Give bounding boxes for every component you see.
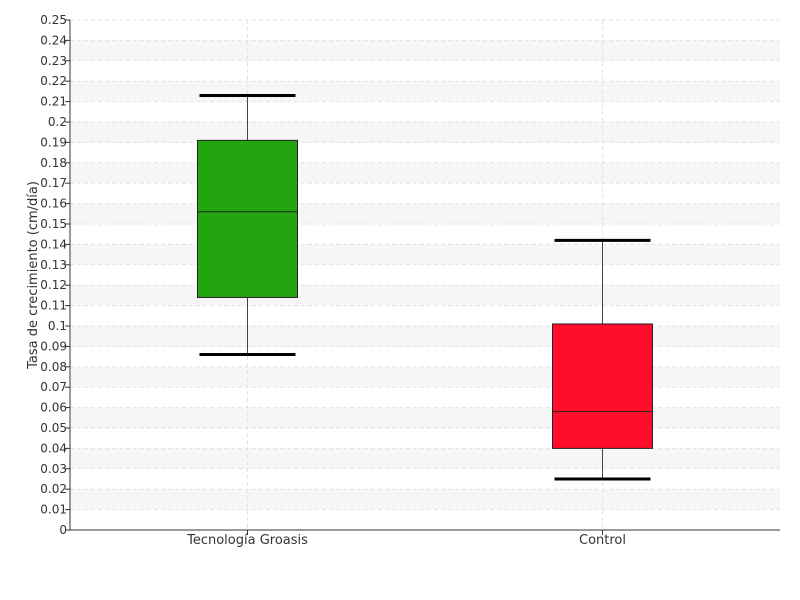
y-tick-label: 0.14 bbox=[40, 237, 67, 251]
y-tick-label: 0.09 bbox=[40, 339, 67, 353]
y-tick-label: 0.08 bbox=[40, 360, 67, 374]
y-tick-label: 0.25 bbox=[40, 13, 67, 27]
y-tick-label: 0.23 bbox=[40, 54, 67, 68]
grid-band bbox=[71, 203, 780, 224]
axes bbox=[69, 20, 780, 531]
grid-band bbox=[71, 285, 780, 306]
grid-band bbox=[71, 448, 780, 469]
x-tick-label: Control bbox=[579, 533, 626, 548]
y-tick-label: 0 bbox=[59, 523, 67, 537]
y-tick-label: 0.16 bbox=[40, 197, 67, 211]
grid-band bbox=[71, 407, 780, 428]
x-ticks: Tecnología Groasis Control bbox=[186, 530, 626, 548]
grid-band bbox=[71, 244, 780, 265]
y-tick-label: 0.04 bbox=[40, 441, 67, 455]
grid-band bbox=[71, 40, 780, 61]
y-tick-label: 0.17 bbox=[40, 176, 67, 190]
grid-band bbox=[71, 162, 780, 184]
y-tick-label: 0.07 bbox=[40, 380, 67, 394]
y-tick-label: 0.18 bbox=[40, 156, 67, 170]
y-tick-label: 0.01 bbox=[40, 503, 67, 517]
grid-band bbox=[71, 489, 780, 510]
y-tick-label: 0.03 bbox=[40, 462, 67, 476]
boxes bbox=[197, 93, 653, 481]
y-tick-label: 0.06 bbox=[40, 401, 67, 415]
y-tick-label: 0.13 bbox=[40, 258, 67, 272]
y-ticks: 0 0.01 0.02 0.03 0.04 0.05 0.06 0.07 0.08 0.09 0.1… bbox=[40, 13, 70, 537]
grid-band bbox=[71, 366, 780, 388]
y-tick-label: 0.12 bbox=[40, 278, 67, 292]
x-tick-label: Tecnología Groasis bbox=[186, 533, 308, 548]
y-tick-label: 0.11 bbox=[40, 299, 67, 313]
y-tick-label: 0.24 bbox=[40, 33, 67, 47]
box-iqr bbox=[197, 139, 298, 298]
grid-lines bbox=[70, 19, 780, 530]
y-tick-label: 0.21 bbox=[40, 95, 67, 109]
y-tick-label: 0.22 bbox=[40, 74, 67, 88]
y-tick-label: 0.2 bbox=[48, 115, 67, 129]
grid-band bbox=[71, 81, 780, 102]
y-axis-title: Tasa de crecimiento (cm/día) bbox=[26, 181, 41, 370]
y-tick-label: 0.05 bbox=[40, 421, 67, 435]
box-iqr bbox=[552, 323, 653, 449]
grid-band bbox=[71, 122, 780, 143]
grid-bands bbox=[71, 40, 780, 510]
grid-band bbox=[71, 326, 780, 347]
y-tick-label: 0.19 bbox=[40, 135, 67, 149]
y-tick-label: 0.02 bbox=[40, 482, 67, 496]
y-tick-label: 0.15 bbox=[40, 217, 67, 231]
y-tick-label: 0.1 bbox=[48, 319, 67, 333]
